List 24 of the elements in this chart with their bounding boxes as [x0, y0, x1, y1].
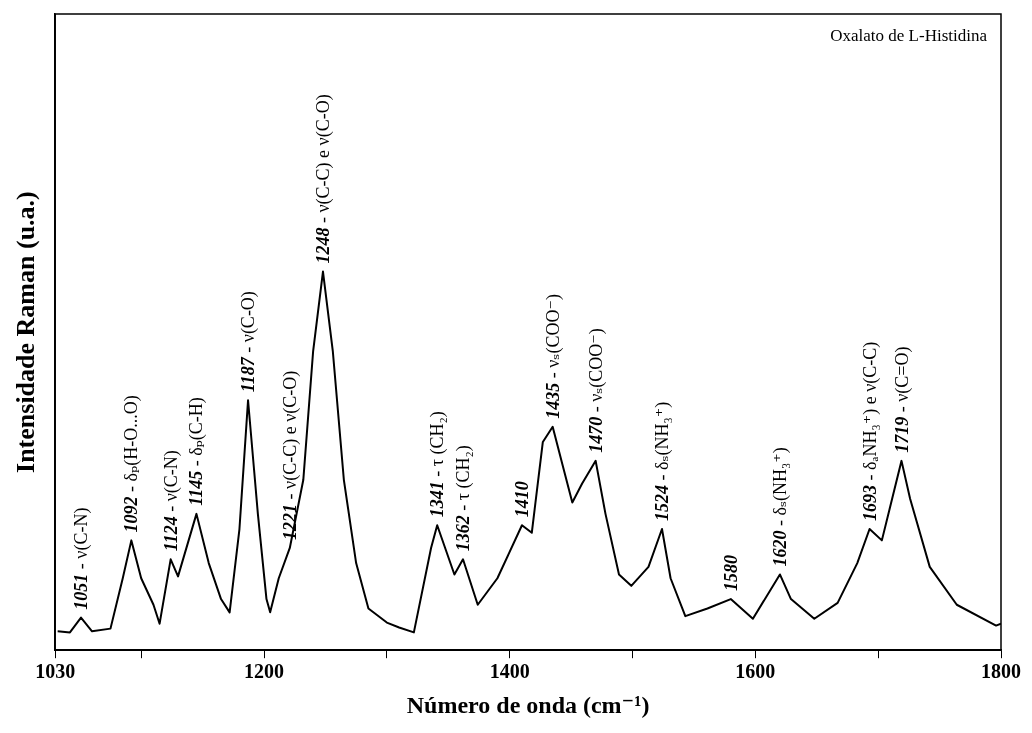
x-tick-label: 1600	[735, 660, 776, 683]
annotation: 1145 - δₚ(C-H)	[186, 397, 208, 506]
annotation: 1092 - δₚ(H-O...O)	[121, 395, 143, 533]
annotation: 1124 - ν(C-N)	[160, 450, 182, 552]
annotation: 1362 - τ (CH₂)	[453, 445, 474, 552]
annotation: 1693 - δₐNH₃⁺) e ν(C-C)	[859, 341, 881, 522]
annotation: 1341 - τ (CH₂)	[427, 411, 449, 518]
annotation: 1524 - δₛ(NH₃⁺)	[651, 401, 673, 522]
annotation: 1435 - νₛ(COO⁻)	[542, 294, 564, 419]
x-tick-label: 1030	[35, 660, 76, 683]
annotation: 1248 - ν(C-C) e ν(C-O)	[312, 94, 334, 264]
annotation: 1470 - νₛ(COO⁻)	[585, 328, 607, 453]
x-tick-label: 1800	[981, 660, 1021, 683]
chart-title: Oxalato de L-Histidina	[830, 25, 988, 45]
x-tick-label: 1400	[489, 660, 530, 683]
y-axis-title: Intensidade Raman (u.a.)	[11, 191, 41, 473]
annotation: 1580	[720, 555, 741, 592]
annotation: 1410	[511, 481, 532, 518]
annotation: 1620 - δₛ(NH₃⁺)	[769, 447, 791, 567]
x-tick-label: 1200	[244, 660, 285, 683]
annotation: 1187 - ν(C-O)	[238, 291, 260, 393]
annotation: 1051 - ν(C-N)	[70, 507, 92, 610]
x-axis-title: Número de onda (cm⁻¹)	[406, 691, 650, 718]
annotation: 1719 - ν(C=O)	[891, 346, 913, 453]
